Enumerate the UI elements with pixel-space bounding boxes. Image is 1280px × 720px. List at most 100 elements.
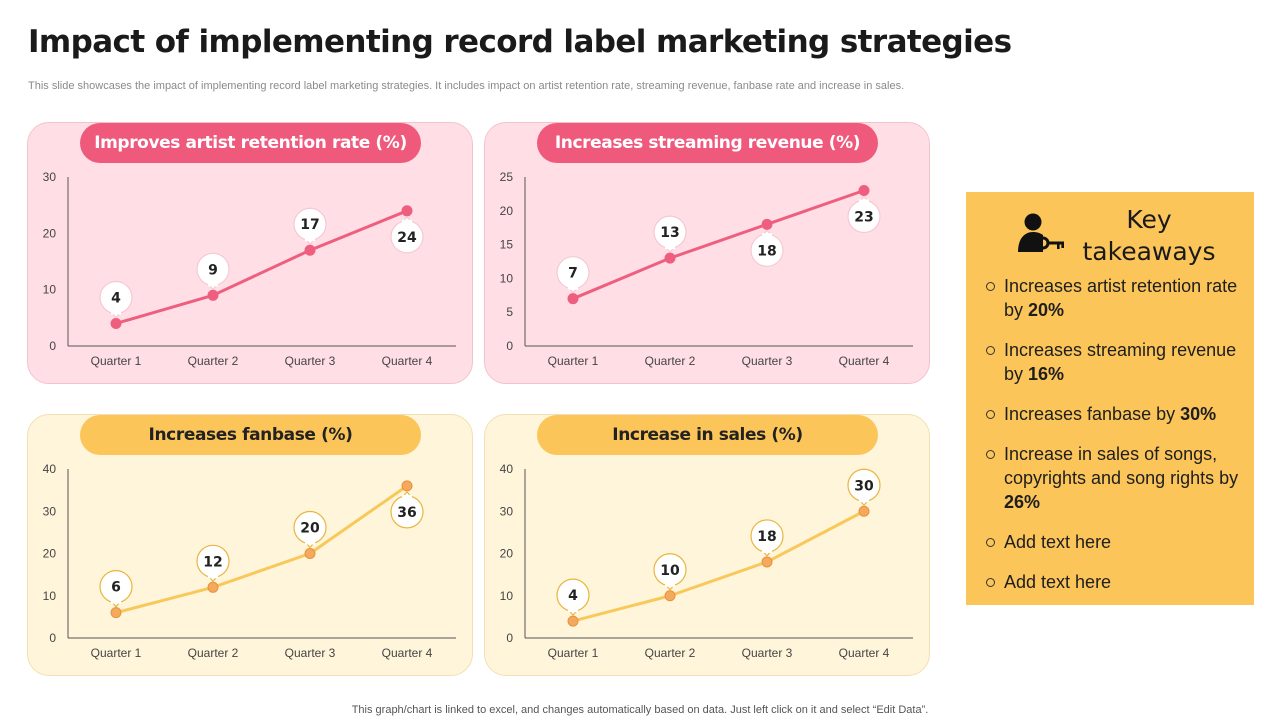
data-point[interactable] <box>858 505 870 517</box>
x-tick-label: Quarter 3 <box>285 646 336 660</box>
data-point[interactable] <box>761 556 773 568</box>
takeaway-text: Increases fanbase by <box>1004 404 1181 424</box>
chart-fanbase[interactable]: 0 10 20 30 40 Quarter 1 Quarter 2 Quarter 3 Quar… <box>28 415 474 677</box>
svg-text:17: 17 <box>300 217 319 233</box>
bullet-icon <box>986 450 995 459</box>
data-point[interactable] <box>858 185 870 197</box>
key-takeaways-list: Increases artist retention rate by 20% I… <box>986 274 1248 610</box>
takeaway-item: Add text here <box>986 530 1248 554</box>
takeaway-item: Increases fanbase by 30% <box>986 402 1248 426</box>
svg-text:6: 6 <box>111 580 121 596</box>
chart-title-sales: Increase in sales (%) <box>537 415 878 455</box>
takeaway-text: Add text here <box>1004 572 1112 592</box>
x-tick-label: Quarter 2 <box>645 354 696 368</box>
chart-sales[interactable]: 0 10 20 30 40 Quarter 1 Quarter 2 Quarter 3 Quar… <box>485 415 931 677</box>
y-tick-label: 10 <box>43 589 57 603</box>
data-label: 7 <box>556 256 590 294</box>
data-point[interactable] <box>304 244 316 256</box>
y-tick-label: 25 <box>500 170 514 184</box>
key-takeaways-box: Key takeaways Increases artist retention… <box>966 192 1254 605</box>
chart-panel-sales[interactable]: Increase in sales (%) 0 10 20 30 40 Quarter 1… <box>484 414 930 676</box>
takeaway-value: 16% <box>1028 364 1065 384</box>
chart-panel-fanbase[interactable]: Increases fanbase (%) 0 10 20 30 40 Quarter 1… <box>27 414 473 676</box>
data-point[interactable] <box>401 480 413 492</box>
data-label: 6 <box>99 570 133 608</box>
svg-text:10: 10 <box>660 563 680 579</box>
y-tick-label: 0 <box>49 631 56 645</box>
data-point[interactable] <box>207 289 219 301</box>
y-tick-label: 0 <box>49 339 56 353</box>
y-tick-label: 10 <box>500 589 514 603</box>
chart-panel-streaming[interactable]: Increases streaming revenue (%) 0 5 10 15 20… <box>484 122 930 384</box>
takeaway-text: Add text here <box>1004 532 1112 552</box>
data-point[interactable] <box>567 293 579 305</box>
chart-panel-retention[interactable]: Improves artist retention rate (%) 0 10 20… <box>27 122 473 384</box>
data-label: 23 <box>847 195 881 234</box>
y-tick-label: 20 <box>43 226 57 240</box>
svg-text:9: 9 <box>208 262 218 278</box>
slide-subtitle: This slide showcases the impact of imple… <box>28 80 905 92</box>
key-takeaways-title: Key takeaways <box>1082 205 1216 266</box>
data-label: 18 <box>750 229 784 267</box>
svg-text:7: 7 <box>568 266 578 282</box>
bullet-icon <box>986 578 995 587</box>
footer-note: This graph/chart is linked to excel, and… <box>351 704 929 716</box>
x-tick-label: Quarter 1 <box>548 354 599 368</box>
y-tick-label: 30 <box>43 170 57 184</box>
svg-text:13: 13 <box>660 225 679 241</box>
y-tick-label: 20 <box>500 547 514 561</box>
bullet-icon <box>986 410 995 419</box>
data-point[interactable] <box>664 590 676 602</box>
chart-retention[interactable]: 0 10 20 30 Quarter 1 Quarter 2 Quarter 3 Quarte… <box>28 123 474 385</box>
x-tick-label: Quarter 3 <box>285 354 336 368</box>
person-key-icon <box>1018 213 1064 252</box>
data-point[interactable] <box>110 607 122 619</box>
data-label: 30 <box>847 468 881 507</box>
data-point[interactable] <box>207 581 219 593</box>
data-label: 12 <box>196 544 230 583</box>
x-tick-label: Quarter 4 <box>382 646 433 660</box>
bullet-icon <box>986 282 995 291</box>
y-tick-label: 40 <box>43 462 57 476</box>
x-tick-label: Quarter 2 <box>188 354 239 368</box>
data-label: 36 <box>390 490 424 529</box>
y-tick-label: 0 <box>506 339 513 353</box>
data-label: 20 <box>293 510 327 549</box>
svg-text:20: 20 <box>300 521 320 537</box>
chart-title-fanbase: Increases fanbase (%) <box>80 415 421 455</box>
takeaway-item: Increases artist retention rate by 20% <box>986 274 1248 322</box>
svg-text:18: 18 <box>757 243 776 259</box>
svg-text:4: 4 <box>111 290 121 306</box>
slide-title: Impact of implementing record label mark… <box>28 24 1012 60</box>
data-point[interactable] <box>664 252 676 264</box>
series-line <box>571 509 866 623</box>
data-point[interactable] <box>567 615 579 627</box>
data-point[interactable] <box>761 218 773 230</box>
svg-text:4: 4 <box>568 588 578 604</box>
chart-streaming[interactable]: 0 5 10 15 20 25 Quarter 1 Quarter 2 Quarter 3 Qua… <box>485 123 931 385</box>
data-label: 4 <box>99 280 133 319</box>
svg-text:36: 36 <box>397 505 416 521</box>
svg-text:23: 23 <box>854 210 873 226</box>
takeaway-value: 30% <box>1180 404 1217 424</box>
x-tick-label: Quarter 4 <box>382 354 433 368</box>
x-tick-label: Quarter 3 <box>742 646 793 660</box>
x-tick-label: Quarter 1 <box>91 646 142 660</box>
x-tick-label: Quarter 4 <box>839 646 890 660</box>
takeaway-item: Increases streaming revenue by 16% <box>986 338 1248 386</box>
x-tick-label: Quarter 2 <box>645 646 696 660</box>
svg-text:18: 18 <box>757 529 776 545</box>
x-tick-label: Quarter 2 <box>188 646 239 660</box>
y-tick-label: 20 <box>500 204 514 218</box>
x-tick-label: Quarter 3 <box>742 354 793 368</box>
svg-text:24: 24 <box>397 230 417 246</box>
data-point[interactable] <box>401 205 413 217</box>
data-label: 13 <box>653 215 687 254</box>
y-tick-label: 15 <box>500 238 514 252</box>
data-label: 24 <box>390 215 424 254</box>
data-label: 17 <box>293 207 327 246</box>
data-point[interactable] <box>304 548 316 559</box>
takeaway-text: Increase in sales of songs, copyrights a… <box>1004 444 1239 488</box>
y-tick-label: 40 <box>500 462 514 476</box>
data-point[interactable] <box>110 317 122 329</box>
